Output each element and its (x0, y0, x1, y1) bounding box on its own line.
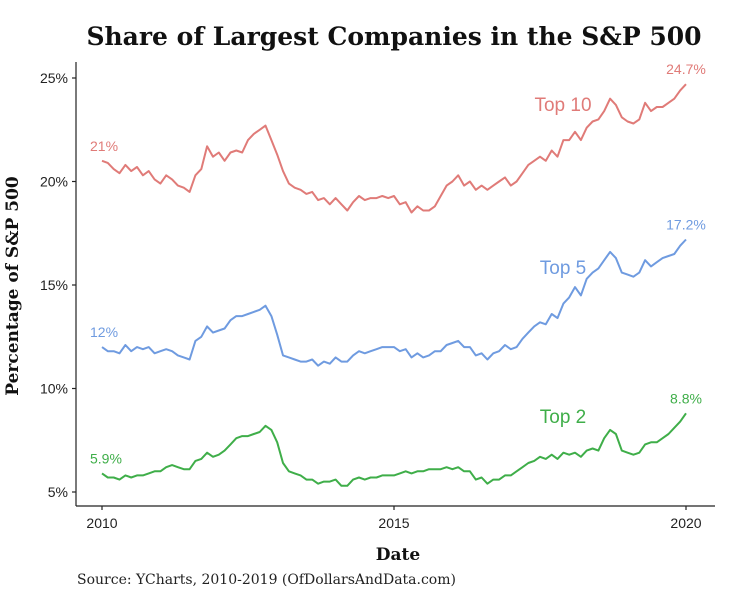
series-name-label: Top 10 (534, 95, 591, 116)
x-tick-label: 2010 (86, 515, 117, 531)
end-value-label: 8.8% (670, 390, 702, 406)
chart-title: Share of Largest Companies in the S&P 50… (86, 22, 701, 51)
y-tick-label: 10% (40, 381, 68, 397)
x-tick-label: 2015 (378, 515, 409, 531)
series-name-label: Top 5 (540, 258, 586, 279)
end-value-label: 24.7% (666, 61, 706, 77)
y-axis: 5% 10% 15% 20% 25% (40, 62, 77, 506)
series-line-top-2 (101, 412, 687, 487)
series-labels: 21% 24.7% Top 10 12% 17.2% Top 5 5.9% 8.8% Top 2 (90, 61, 706, 466)
x-tick-label: 2020 (670, 515, 701, 531)
end-value-label: 17.2% (666, 216, 706, 232)
series-line-top-10 (101, 83, 687, 214)
y-tick-label: 20% (40, 174, 68, 190)
y-axis-title: Percentage of S&P 500 (3, 176, 23, 396)
start-value-label: 21% (90, 138, 118, 154)
series-line-top-5 (101, 238, 687, 367)
x-axis: 2010 2015 2020 (76, 505, 715, 531)
y-tick-label: 5% (48, 484, 68, 500)
series-lines (101, 83, 687, 487)
y-tick-label: 25% (40, 70, 68, 86)
start-value-label: 5.9% (90, 450, 122, 466)
series-name-label: Top 2 (540, 407, 586, 428)
x-axis-title: Date (376, 545, 421, 565)
y-tick-label: 15% (40, 277, 68, 293)
start-value-label: 12% (90, 324, 118, 340)
source-note: Source: YCharts, 2010-2019 (OfDollarsAnd… (77, 572, 456, 588)
